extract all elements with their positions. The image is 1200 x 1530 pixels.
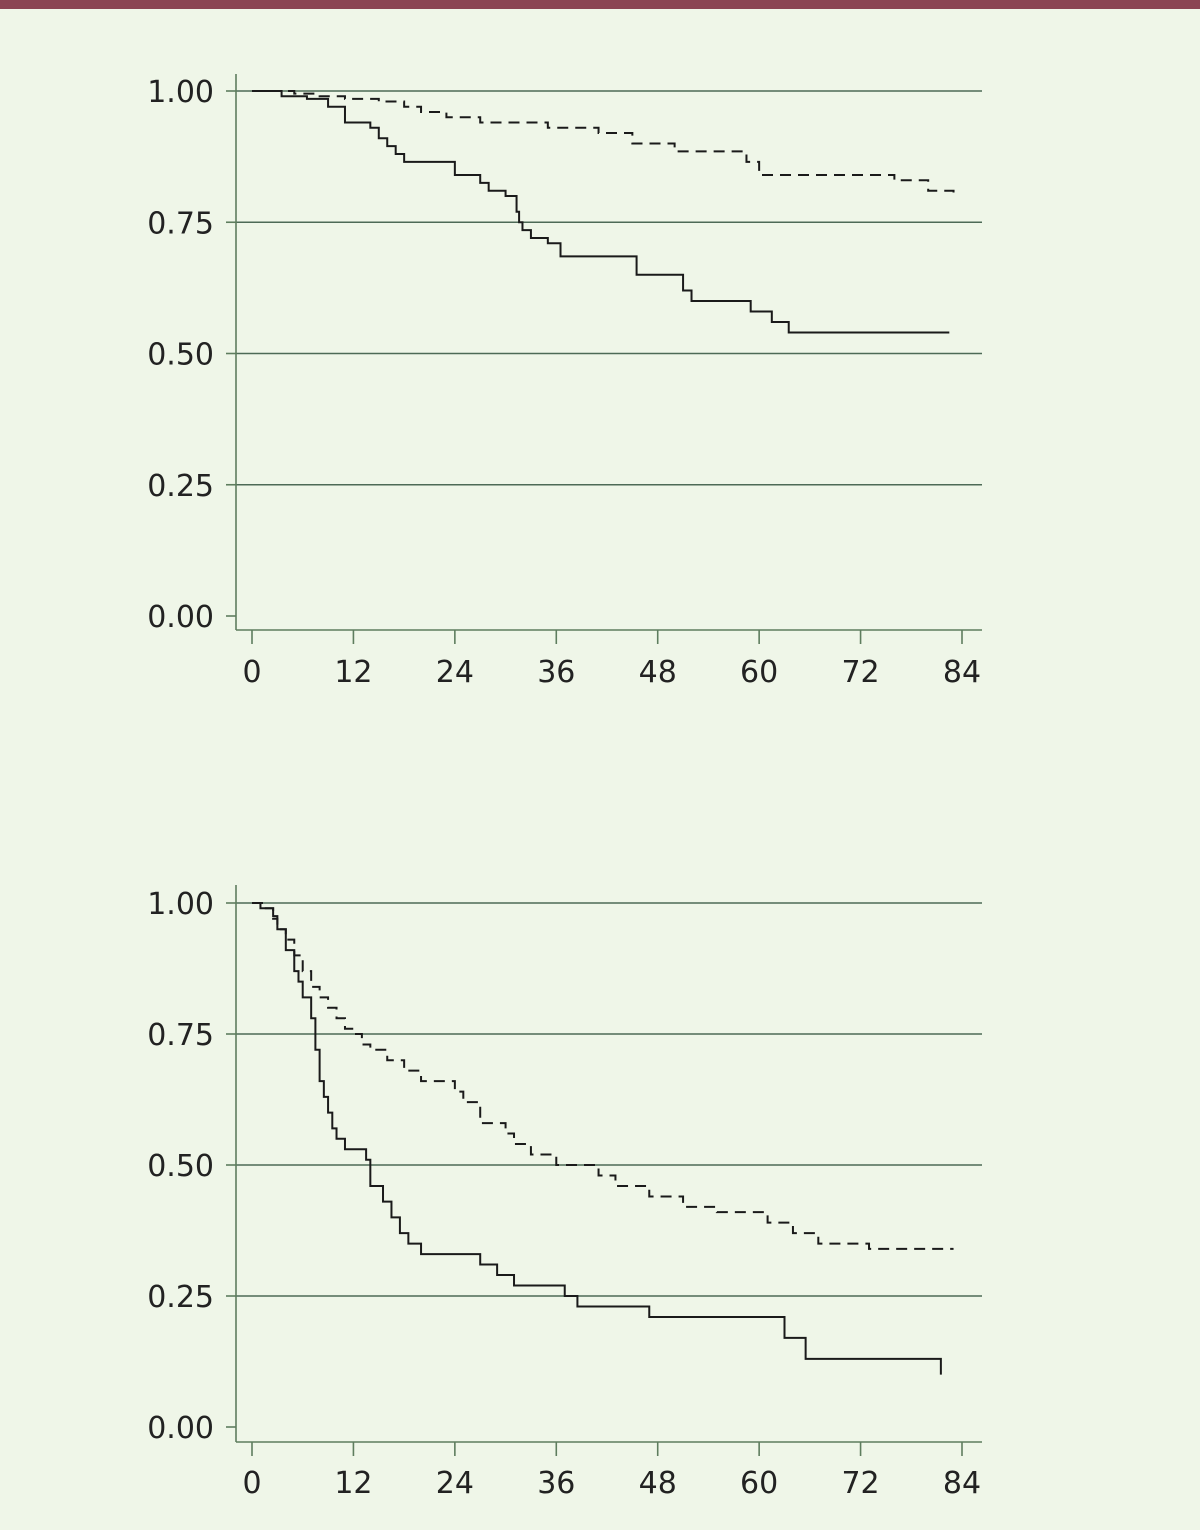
x-tick-label: 0 bbox=[242, 1466, 261, 1501]
y-tick-label: 1.00 bbox=[147, 887, 214, 922]
survival-chart-bottom: 0.00 0.25 0.50 0.75 1.00 0 12 24 36 48 60 72 84 bbox=[147, 885, 982, 1501]
y-tick-label: 0.25 bbox=[147, 1280, 214, 1315]
y-tick-label: 0.00 bbox=[147, 600, 214, 635]
survival-curve-solid bbox=[252, 902, 942, 1375]
top-accent-bar bbox=[0, 0, 1200, 9]
x-tick-label: 48 bbox=[639, 1466, 677, 1501]
x-tick-label: 12 bbox=[334, 1466, 372, 1501]
x-tick-label: 0 bbox=[242, 655, 261, 690]
y-tick-label: 0.75 bbox=[147, 1018, 214, 1053]
x-tick-label: 84 bbox=[943, 1466, 981, 1501]
survival-curve-dashed bbox=[252, 902, 954, 1250]
survival-chart-top: 0.00 0.25 0.50 0.75 1.00 0 12 24 36 48 60 72 84 bbox=[147, 74, 982, 690]
x-tick-label: 36 bbox=[537, 1466, 575, 1501]
y-tick-label: 0.75 bbox=[147, 206, 214, 241]
x-tick-label: 48 bbox=[639, 655, 677, 690]
y-tick-label: 0.25 bbox=[147, 469, 214, 504]
x-tick-label: 60 bbox=[740, 655, 778, 690]
y-tick-label: 1.00 bbox=[147, 75, 214, 110]
survival-curve-solid bbox=[252, 90, 950, 334]
x-tick-label: 60 bbox=[740, 1466, 778, 1501]
x-tick-label: 24 bbox=[436, 655, 474, 690]
x-tick-label: 24 bbox=[436, 1466, 474, 1501]
x-tick-label: 12 bbox=[334, 655, 372, 690]
y-tick-label: 0.50 bbox=[147, 1149, 214, 1184]
y-tick-label: 0.00 bbox=[147, 1411, 214, 1446]
x-tick-label: 36 bbox=[537, 655, 575, 690]
x-tick-label: 72 bbox=[841, 1466, 879, 1501]
x-tick-label: 72 bbox=[841, 655, 879, 690]
survival-curve-dashed bbox=[252, 90, 955, 196]
y-tick-label: 0.50 bbox=[147, 338, 214, 373]
x-tick-label: 84 bbox=[943, 655, 981, 690]
